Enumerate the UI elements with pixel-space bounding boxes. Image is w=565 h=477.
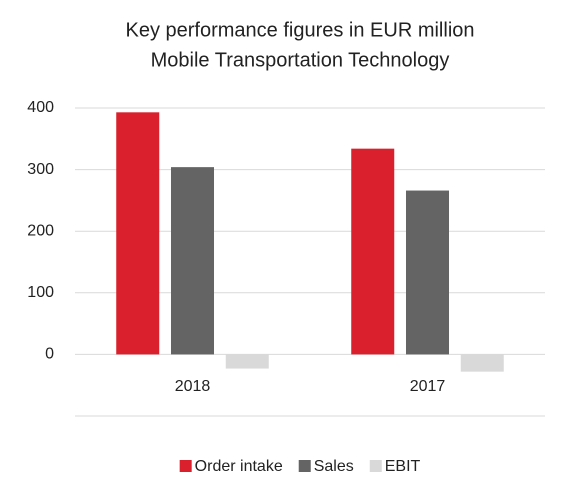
legend-swatch [298, 460, 311, 472]
legend-label: Order intake [195, 458, 283, 475]
bar [170, 167, 215, 355]
x-tick-label: 2018 [175, 378, 211, 395]
y-tick-label: 0 [45, 346, 54, 363]
legend-label: Sales [314, 458, 354, 475]
bar [460, 354, 504, 372]
legend-swatch [179, 460, 192, 472]
bar [405, 190, 450, 355]
bar [116, 112, 160, 355]
chart-subtitle: Mobile Transportation Technology [151, 49, 450, 71]
y-tick-label: 300 [27, 161, 54, 178]
bar [351, 148, 395, 355]
bar [225, 354, 269, 369]
x-tick-label: 2017 [410, 378, 446, 395]
legend-swatch [369, 460, 382, 472]
y-tick-label: 200 [27, 222, 54, 239]
chart-title: Key performance figures in EUR million [125, 19, 474, 41]
y-tick-label: 400 [27, 99, 54, 116]
legend-label: EBIT [385, 458, 421, 475]
y-tick-label: 100 [27, 284, 54, 301]
